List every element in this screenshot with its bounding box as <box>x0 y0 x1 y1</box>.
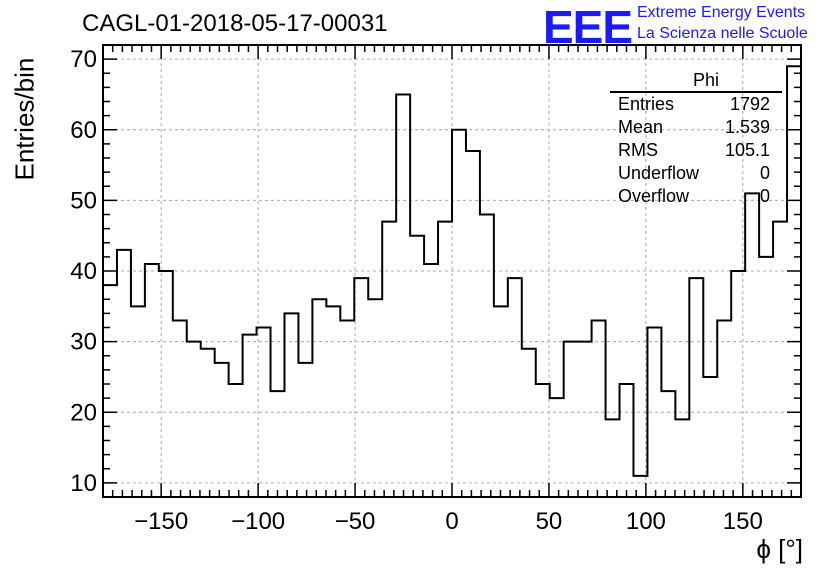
histogram-bin <box>731 271 745 497</box>
x-tick-label: 100 <box>626 508 666 535</box>
y-tick-label: 10 <box>70 470 97 497</box>
stats-row-rms: RMS 105.1 <box>610 139 782 162</box>
histogram-bin <box>145 264 159 497</box>
stats-label: Mean <box>618 117 664 137</box>
histogram-bin <box>550 398 564 497</box>
stats-row-underflow: Underflow 0 <box>610 162 782 185</box>
x-tick-label: 50 <box>536 508 563 535</box>
histogram-bin <box>243 335 257 497</box>
stats-value: 1792 <box>729 94 770 114</box>
y-tick-label: 70 <box>70 46 97 73</box>
histogram-bin <box>215 363 229 497</box>
y-tick-label: 20 <box>70 399 97 426</box>
histogram-bin <box>522 349 536 497</box>
histogram-bin <box>103 285 117 497</box>
histogram-bin <box>480 215 494 498</box>
histogram-bin <box>452 130 466 497</box>
histogram-bin <box>787 66 801 497</box>
stats-value: 105.1 <box>724 140 770 160</box>
eee-logo: EEE <box>543 1 633 53</box>
x-tick-label: 0 <box>445 508 458 535</box>
stats-label: Overflow <box>618 186 690 206</box>
x-tick-label: −150 <box>134 508 188 535</box>
stats-row-entries: Entries 1792 <box>610 93 782 116</box>
histogram-bin <box>536 384 550 497</box>
histogram-bin <box>606 419 620 497</box>
histogram-bin <box>745 193 759 497</box>
histogram-bin <box>620 384 634 497</box>
histogram-bin <box>117 250 131 497</box>
histogram-bin <box>564 342 578 497</box>
histogram-bin <box>340 320 354 497</box>
histogram-bin <box>647 328 661 498</box>
logo-line-2: La Scienza nelle Scuole <box>637 25 808 42</box>
histogram-bin <box>229 384 243 497</box>
y-tick-label: 60 <box>70 117 97 144</box>
histogram-bin <box>326 306 340 497</box>
histogram-bin <box>494 306 508 497</box>
logo-line-1: Extreme Energy Events <box>637 4 806 21</box>
histogram-bin <box>298 363 312 497</box>
histogram-bin <box>466 151 480 497</box>
chart-title: CAGL-01-2018-05-17-00031 <box>82 10 388 37</box>
histogram-bin <box>703 377 717 497</box>
y-tick-label: 40 <box>70 258 97 285</box>
x-tick-label: −100 <box>231 508 285 535</box>
histogram-bin <box>424 264 438 497</box>
histogram-bin <box>410 236 424 497</box>
x-axis-label: ϕ [°] <box>756 534 803 564</box>
histogram-bin <box>759 257 773 497</box>
histogram-bin <box>131 306 145 497</box>
histogram-bin <box>578 342 592 497</box>
histogram-bin <box>382 222 396 497</box>
histogram-bin <box>675 419 689 497</box>
histogram-bin <box>773 222 787 497</box>
stats-row-overflow: Overflow 0 <box>610 185 782 208</box>
stats-value: 0 <box>759 163 770 183</box>
stats-box: Phi Entries 1792 Mean 1.539 RMS 105.1 Un… <box>610 70 782 208</box>
stats-value: 0 <box>759 186 770 206</box>
histogram-bin <box>173 320 187 497</box>
y-tick-label: 30 <box>70 329 97 356</box>
histogram-bin <box>368 299 382 497</box>
histogram-bin <box>717 320 731 497</box>
histogram-bin <box>284 313 298 497</box>
histogram-bin <box>271 391 285 497</box>
histogram-bin <box>354 278 368 497</box>
stats-row-mean: Mean 1.539 <box>610 116 782 139</box>
histogram-bin <box>689 278 703 497</box>
histogram-bin <box>396 94 410 497</box>
histogram-bin <box>592 320 606 497</box>
x-tick-label: 150 <box>723 508 763 535</box>
histogram-bin <box>661 391 675 497</box>
histogram-bin <box>312 299 326 497</box>
stats-label: Entries <box>618 94 675 114</box>
stats-label: RMS <box>618 140 658 160</box>
histogram-bin <box>201 349 215 497</box>
histogram-line <box>103 65 801 477</box>
histogram-bin <box>508 278 522 497</box>
stats-title: Phi <box>610 70 782 93</box>
histogram-bin <box>159 271 173 497</box>
x-tick-label: −50 <box>335 508 376 535</box>
y-axis-label: Entries/bin <box>9 57 40 181</box>
y-tick-label: 50 <box>70 187 97 214</box>
stats-value: 1.539 <box>724 117 770 137</box>
histogram-bin <box>257 328 271 498</box>
stats-label: Underflow <box>618 163 700 183</box>
histogram-bin <box>187 342 201 497</box>
histogram-bin <box>438 222 452 497</box>
